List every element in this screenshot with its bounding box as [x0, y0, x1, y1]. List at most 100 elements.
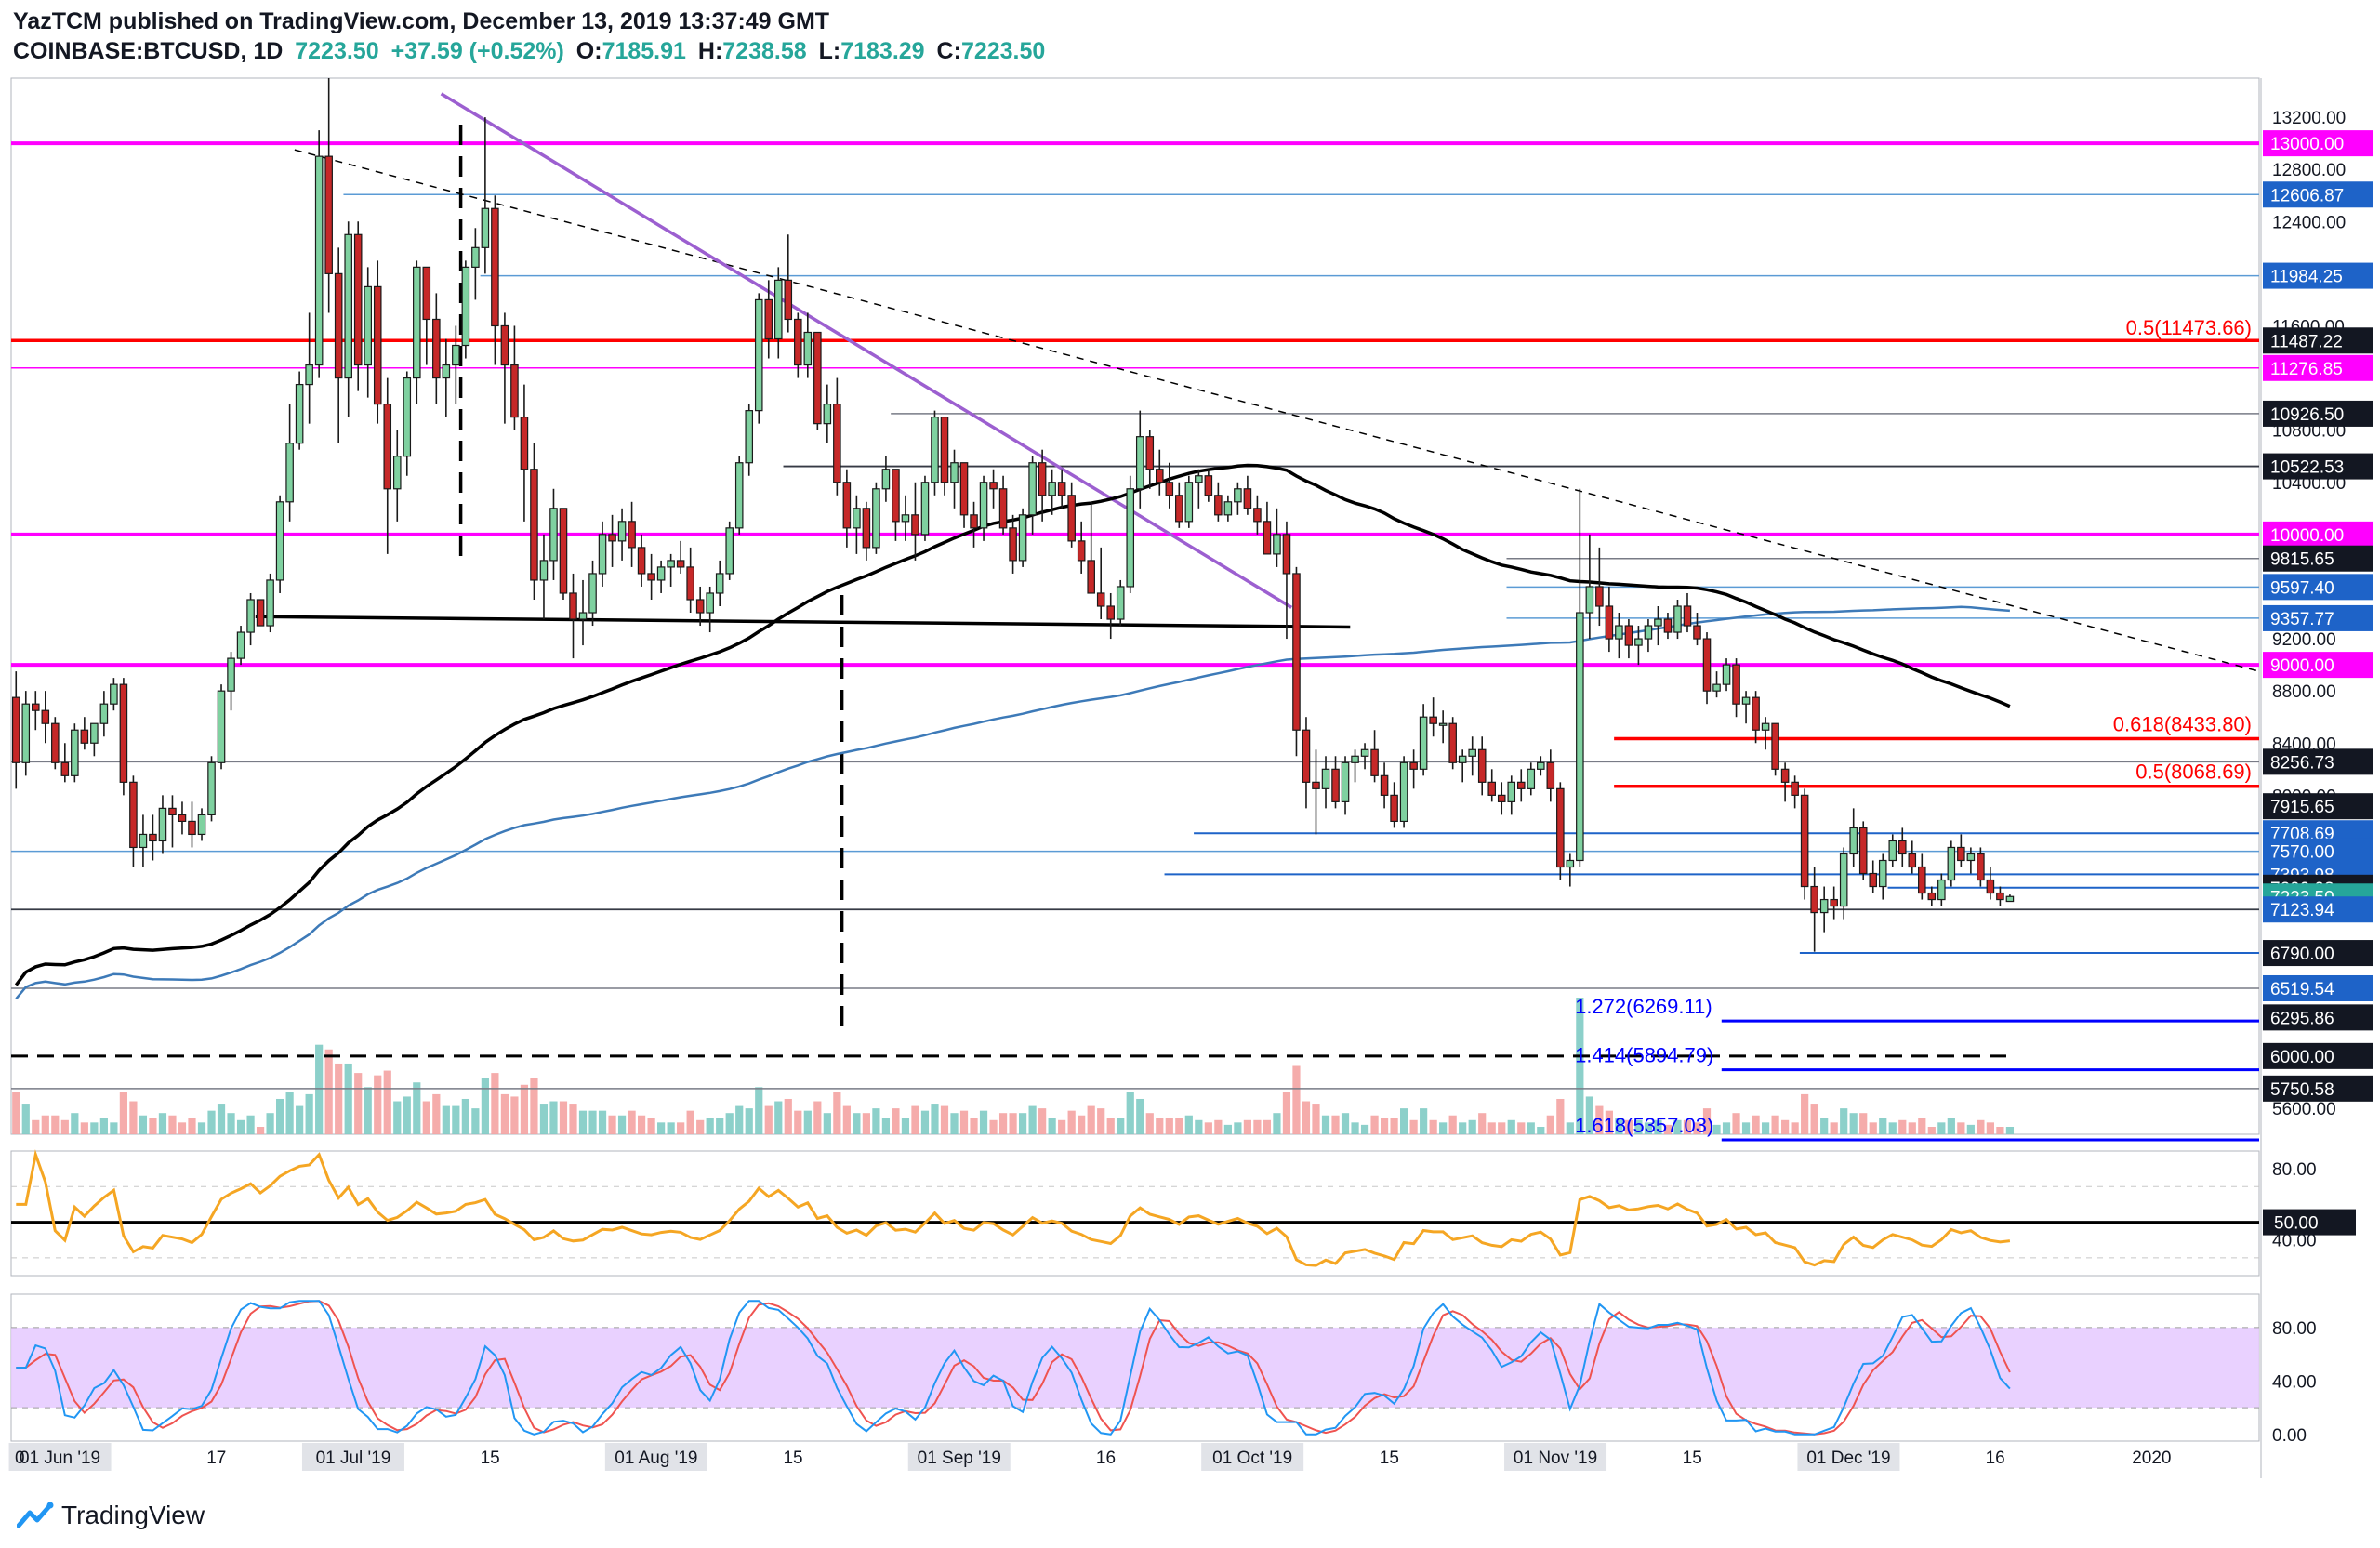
price-tick-label: 8800.00 [2272, 682, 2336, 702]
volume-bar [1331, 1115, 1340, 1134]
volume-bar [1585, 1096, 1593, 1134]
level-label: 6790.00 [2263, 940, 2373, 967]
volume-bar [1537, 1127, 1545, 1134]
candle [989, 469, 998, 509]
candle-body [823, 404, 832, 425]
candle [1576, 488, 1584, 867]
candle-body [1947, 846, 1956, 881]
rsi-tick-label: 40.00 [2272, 1232, 2317, 1251]
candle-body [617, 521, 627, 542]
candle-body [1673, 605, 1682, 633]
candle [530, 443, 538, 600]
volume-bar [853, 1113, 861, 1134]
level-label-box [2263, 604, 2373, 631]
price-chart[interactable]: 13200.0012800.0012400.0011600.0010800.00… [0, 0, 2380, 1497]
candle-body [452, 344, 460, 366]
candle-body [1878, 859, 1887, 888]
candle-body [403, 377, 412, 457]
candle [734, 456, 744, 535]
x-tick-label: 01 Sep '19 [918, 1449, 1001, 1468]
x-tick: 01 Jul '19 [301, 1443, 404, 1471]
volume-bar [1009, 1113, 1017, 1134]
x-tick-label: 15 [783, 1449, 802, 1468]
candle [569, 573, 577, 659]
rsi-level-label: 50.00 [2263, 1209, 2356, 1236]
candle-body [1977, 853, 1985, 881]
candle [539, 534, 549, 620]
volume-bar [335, 1063, 343, 1134]
candle [979, 475, 988, 541]
candle-body [833, 404, 841, 483]
candle [1839, 847, 1848, 920]
candle-body [1263, 521, 1272, 555]
candle [1585, 534, 1594, 640]
candle [695, 586, 705, 627]
candle [549, 488, 558, 580]
level-label-box [2263, 1004, 2373, 1031]
candle-body [1819, 898, 1829, 914]
candle-body [1663, 618, 1673, 633]
candle-body [1488, 781, 1497, 796]
volume-bar [1370, 1115, 1379, 1134]
volume-bar [735, 1105, 744, 1134]
candle [461, 260, 470, 359]
x-tick: 01 Jun '19 [8, 1443, 112, 1471]
tradingview-brand[interactable]: TradingView [17, 1501, 205, 1530]
candle-body [1302, 729, 1311, 783]
candle-body [32, 703, 40, 711]
candle-body [1810, 885, 1818, 914]
candle [1195, 469, 1203, 509]
volume-bar [2005, 1127, 2015, 1134]
volume-bar [374, 1075, 382, 1134]
candle-body [569, 592, 577, 620]
candle [1184, 475, 1194, 528]
x-tick: 01 Nov '19 [1504, 1443, 1607, 1471]
candle-body [862, 508, 871, 549]
volume-bar [628, 1110, 636, 1134]
candle [706, 586, 714, 633]
candle [197, 808, 206, 841]
candle-body [1507, 781, 1516, 802]
volume-bar [1312, 1104, 1320, 1134]
candle-body [1546, 761, 1555, 789]
volume-bar [1927, 1127, 1936, 1134]
volume-bar [1898, 1119, 1907, 1134]
level-label-text: 6295.86 [2270, 1009, 2334, 1028]
candle [1038, 449, 1047, 522]
candle [578, 579, 588, 646]
volume-bar [1830, 1122, 1838, 1134]
volume-bar [1078, 1115, 1086, 1134]
x-tick-label: 15 [1380, 1449, 1399, 1468]
candle-body [784, 279, 793, 321]
candle-body [168, 807, 177, 815]
candle [1156, 449, 1164, 496]
candle [11, 671, 20, 789]
candle [314, 130, 324, 378]
candle [178, 801, 187, 835]
x-tick-label: 2020 [2132, 1449, 2171, 1468]
candle-body [256, 599, 265, 627]
candle [1771, 722, 1779, 776]
level-label: 10000.00 [2263, 521, 2373, 548]
candle [491, 195, 499, 365]
candle [1516, 769, 1526, 802]
open-label: O: [575, 38, 602, 64]
level-label-text: 5750.58 [2270, 1080, 2334, 1100]
candle-body [1849, 827, 1858, 855]
volume-bar [41, 1115, 49, 1134]
candle-body [842, 482, 852, 529]
rsi-tick-label: 80.00 [2272, 1160, 2317, 1180]
candle [559, 508, 568, 600]
x-tick-label: 01 Aug '19 [615, 1449, 697, 1468]
candle [1048, 469, 1056, 515]
candle [1116, 579, 1125, 627]
candle [1986, 867, 1995, 900]
x-tick-box [604, 1443, 707, 1471]
candle [1858, 821, 1868, 880]
candle-body [1937, 879, 1946, 901]
x-tick-box [8, 1443, 112, 1471]
candle-body [1360, 748, 1369, 757]
tradingview-brand-text: TradingView [61, 1501, 205, 1529]
symbol-line: COINBASE:BTCUSD, 1D 7223.50 +37.59 (+0.5… [13, 37, 2244, 65]
candle-body [931, 417, 939, 483]
